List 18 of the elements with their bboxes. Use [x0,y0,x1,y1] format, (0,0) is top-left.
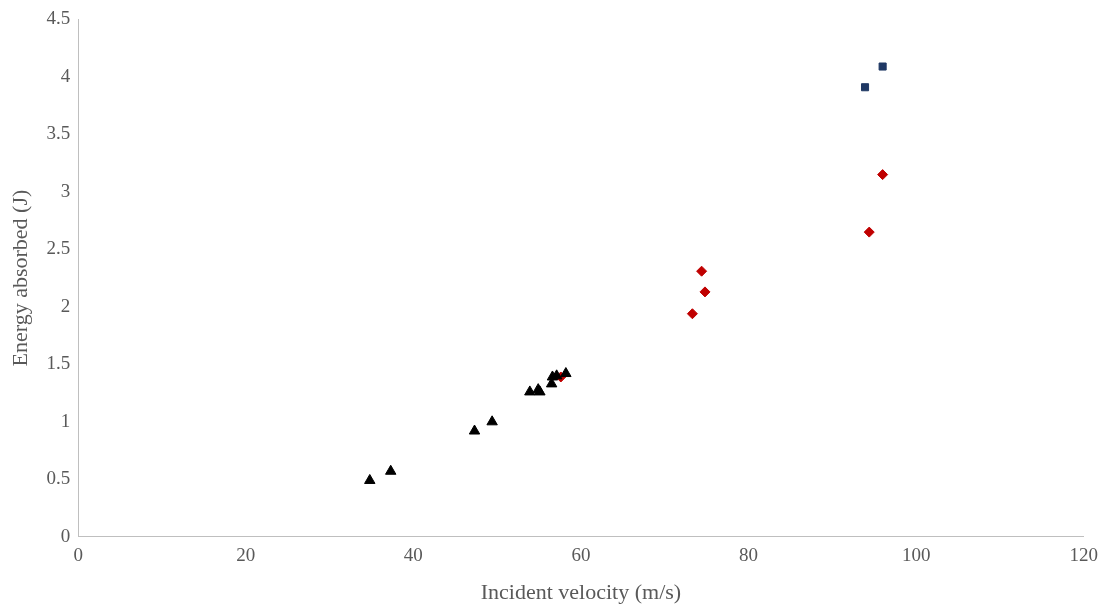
y-tick-label: 0 [60,524,71,546]
y-tick-label: 1 [60,409,71,431]
x-tick-label: 20 [236,544,256,566]
y-axis-title: Energy absorbed (J) [6,189,32,367]
y-tick-label: 4 [60,64,71,86]
y-tick-label: 3 [60,179,71,201]
y-tick-label: 3.5 [46,122,71,144]
y-tick-label: 2.5 [46,237,71,259]
x-axis-title: Incident velocity (m/s) [480,578,682,604]
x-tick-label: 60 [571,544,591,566]
x-tick-label: 40 [403,544,423,566]
y-tick-label: 4.5 [46,7,71,29]
y-tick-label: 1.5 [46,352,71,374]
y-tick-label: 0.5 [46,467,71,489]
y-tick-label: 2 [60,294,71,316]
x-tick-label: 120 [1069,544,1098,566]
x-tick-label: 80 [739,544,759,566]
x-tick-label: 100 [901,544,931,566]
